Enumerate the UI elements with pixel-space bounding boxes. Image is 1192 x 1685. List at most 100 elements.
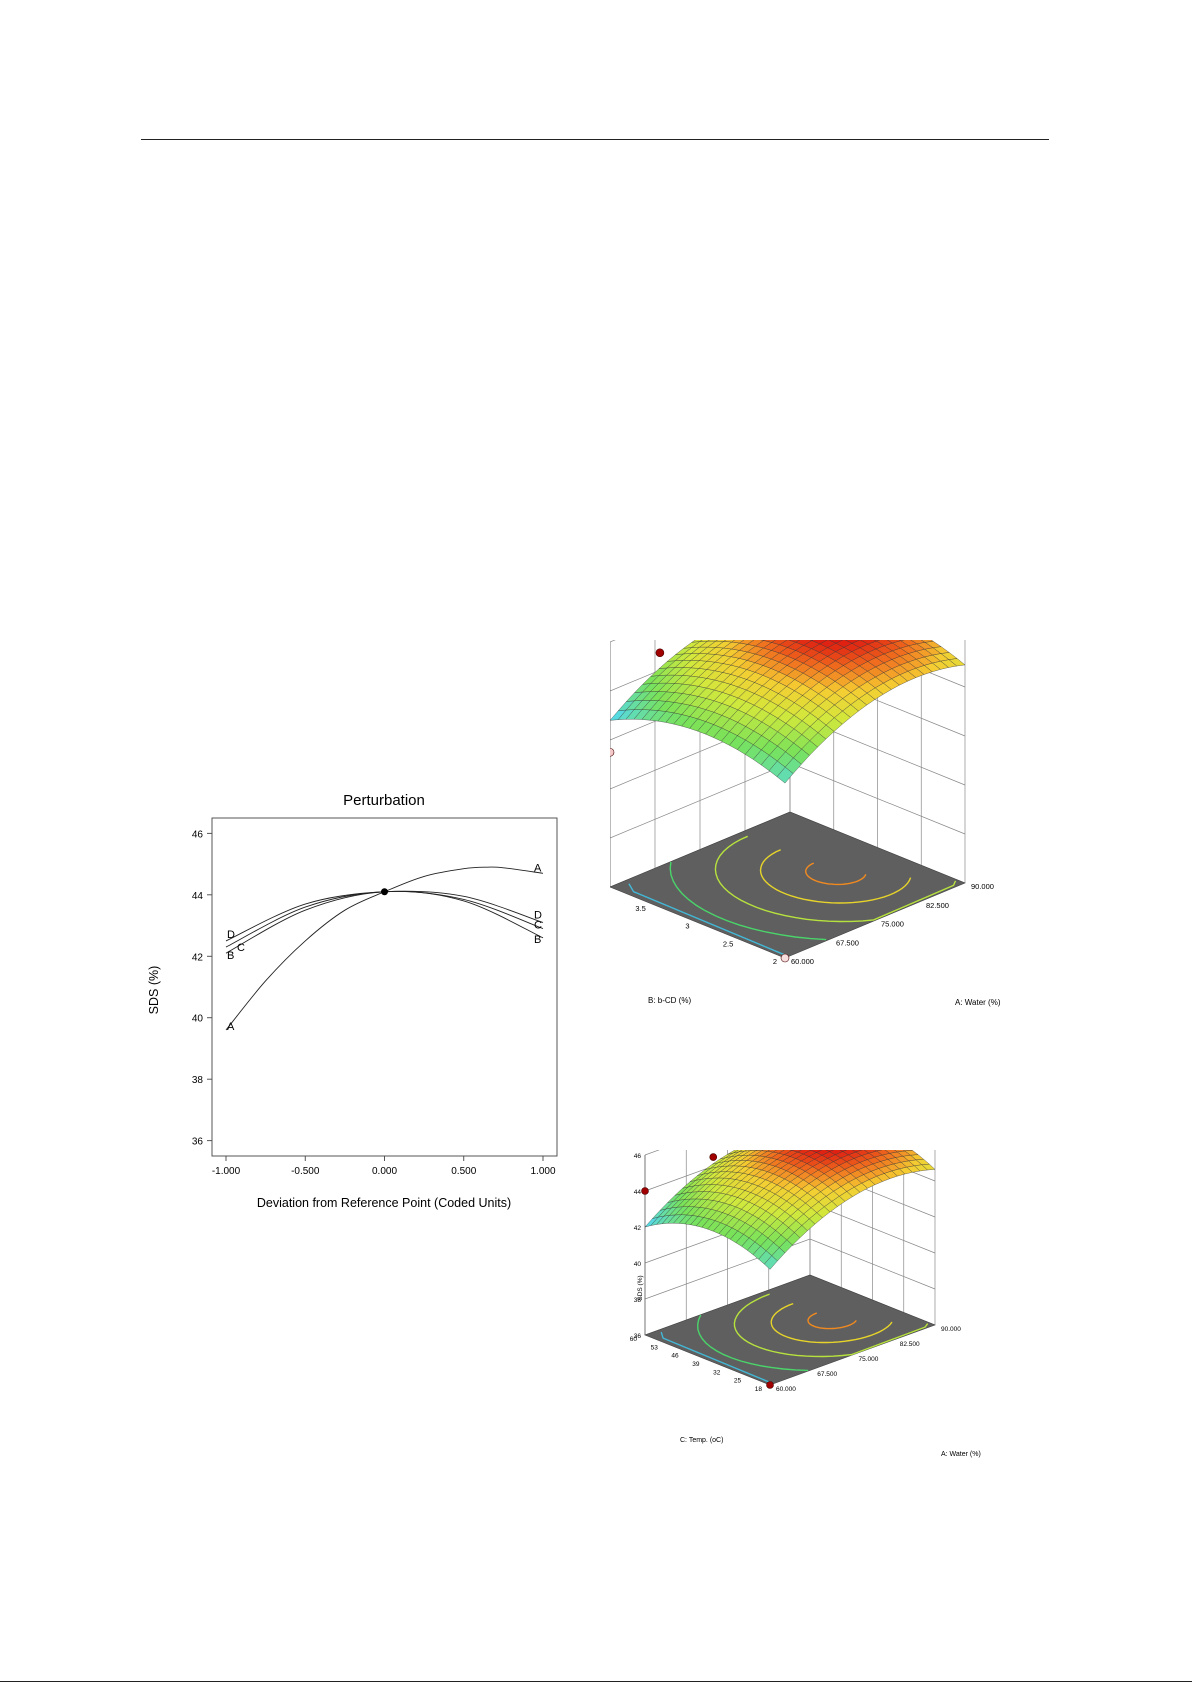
surface-cell [863, 1150, 878, 1154]
plot-frame [211, 817, 558, 1157]
floor-contour [610, 811, 966, 959]
series-line-A [225, 866, 544, 1031]
surface-cell [809, 640, 814, 641]
y-tick-label: 38 [192, 1075, 204, 1086]
series-label-right: C [534, 920, 542, 932]
surface-cell [771, 640, 788, 645]
response-surface [641, 1150, 936, 1389]
floor-contour [644, 1274, 936, 1386]
surface-cell [761, 1150, 770, 1152]
y-tick-label: 46 [671, 1353, 679, 1360]
x-tick-label: 90.000 [971, 882, 994, 891]
y-tick-label: 40 [192, 1014, 204, 1025]
surface-cell [852, 1150, 863, 1153]
contour-line [733, 1293, 929, 1358]
series-label-left: C [237, 942, 245, 954]
surface-cell [739, 640, 755, 645]
series-label-right: B [534, 934, 541, 946]
z-tick-label: 40 [634, 1261, 642, 1268]
contour-line [807, 1312, 857, 1330]
x-tick-label: 67.500 [836, 938, 859, 947]
surface-cell [811, 640, 828, 645]
surface-cell [755, 1150, 764, 1151]
y-axis-label: B: b-CD (%) [648, 996, 691, 1005]
design-point [709, 1153, 718, 1161]
y-tick-label: 25 [734, 1378, 742, 1385]
y-tick-label: 36 [192, 1137, 204, 1148]
surface-cell [825, 1150, 834, 1152]
x-tick-label: 82.500 [926, 901, 949, 910]
x-tick-label: 75.000 [881, 920, 904, 929]
y-tick-label: 18 [755, 1386, 763, 1393]
contour-line [770, 1302, 893, 1344]
surface-cell [723, 640, 735, 643]
floor-plane [610, 811, 966, 959]
surface-cell [750, 1150, 758, 1151]
surface-cell [884, 1150, 898, 1154]
series-label-left: B [227, 950, 234, 962]
surface-plot-water-temp: 36 38 40 42 44 46 60.000 67.500 75.000 82.500 90.0… [630, 1150, 981, 1458]
series-line-B [225, 890, 544, 954]
y-tick-label: 46 [192, 829, 204, 840]
surface-cell [921, 640, 934, 643]
y-tick-label: 2.5 [723, 939, 733, 948]
surface-cell [733, 1150, 743, 1154]
surface-cell [766, 1150, 777, 1153]
y-tick-label: 2 [773, 957, 777, 966]
x-axis-label: Deviation from Reference Point (Coded Un… [257, 1196, 511, 1210]
contour-line [660, 1331, 771, 1384]
axis-labels: 36 38 40 42 44 46 60.000 67.500 75.000 82.500 90.0… [630, 1153, 962, 1393]
x-tick-label: 1.000 [530, 1166, 555, 1177]
x-tick-label: 0.000 [372, 1166, 397, 1177]
surface-cell [747, 640, 765, 647]
contour-line [804, 862, 867, 886]
contour-line [628, 883, 785, 956]
surface-cell [842, 1150, 857, 1155]
surface-cell [763, 640, 776, 643]
surface-cell [874, 640, 880, 642]
footer-rule [0, 1681, 1192, 1682]
y-axis-label: C: Temp. (oC) [680, 1437, 723, 1444]
surface-plot-water-bcd: 36384042444660.00067.50075.00082.50090.0… [610, 640, 1001, 1007]
x-tick-label: 67.500 [817, 1371, 837, 1378]
z-tick-label: 36 [634, 1333, 642, 1340]
surface-cell [795, 640, 813, 646]
surface-cell [860, 640, 877, 645]
contour-line [759, 849, 912, 904]
z-axis-label: SDS (%) [637, 1275, 644, 1300]
x-tick-label: 60.000 [791, 957, 814, 966]
design-point [610, 747, 615, 757]
design-point [641, 1187, 649, 1195]
series-label-left: D [227, 929, 235, 941]
series-label-left: A [227, 1021, 235, 1033]
x-tick-label: -0.500 [291, 1166, 320, 1177]
response-surface [610, 640, 966, 963]
x-tick-label: 75.000 [859, 1356, 879, 1363]
surface-cell [788, 640, 800, 643]
surface-cell [779, 640, 797, 648]
series-label-right: D [534, 909, 542, 921]
surface-cell [839, 1150, 847, 1152]
z-tick-label: 38 [634, 1297, 642, 1304]
surface-cell [815, 1150, 830, 1156]
design-point [780, 953, 790, 963]
series-line-D [225, 890, 544, 942]
surface-cell [727, 1150, 739, 1155]
surface-cell [855, 1150, 870, 1156]
surface-cell [875, 640, 893, 646]
x-tick-label: 90.000 [941, 1326, 961, 1333]
surface-cell [797, 1150, 812, 1155]
surface-cell [699, 640, 710, 642]
y-axis-label: SDS (%) [147, 966, 161, 1015]
surface-cell [845, 640, 861, 644]
perturbation-chart: Perturbation 36 38 40 42 44 46 -1.000 -0.500 0.… [147, 792, 558, 1210]
design-point [766, 1381, 774, 1389]
y-tick-label: 60 [630, 1336, 638, 1343]
y-tick-label: 3.5 [635, 904, 645, 913]
x-axis-label: A: Water (%) [941, 1451, 981, 1458]
surface-cell [715, 640, 726, 642]
surface-cell [707, 640, 718, 642]
y-axis: 36 38 40 42 44 46 [192, 829, 212, 1148]
x-tick-label: 0.500 [451, 1166, 476, 1177]
